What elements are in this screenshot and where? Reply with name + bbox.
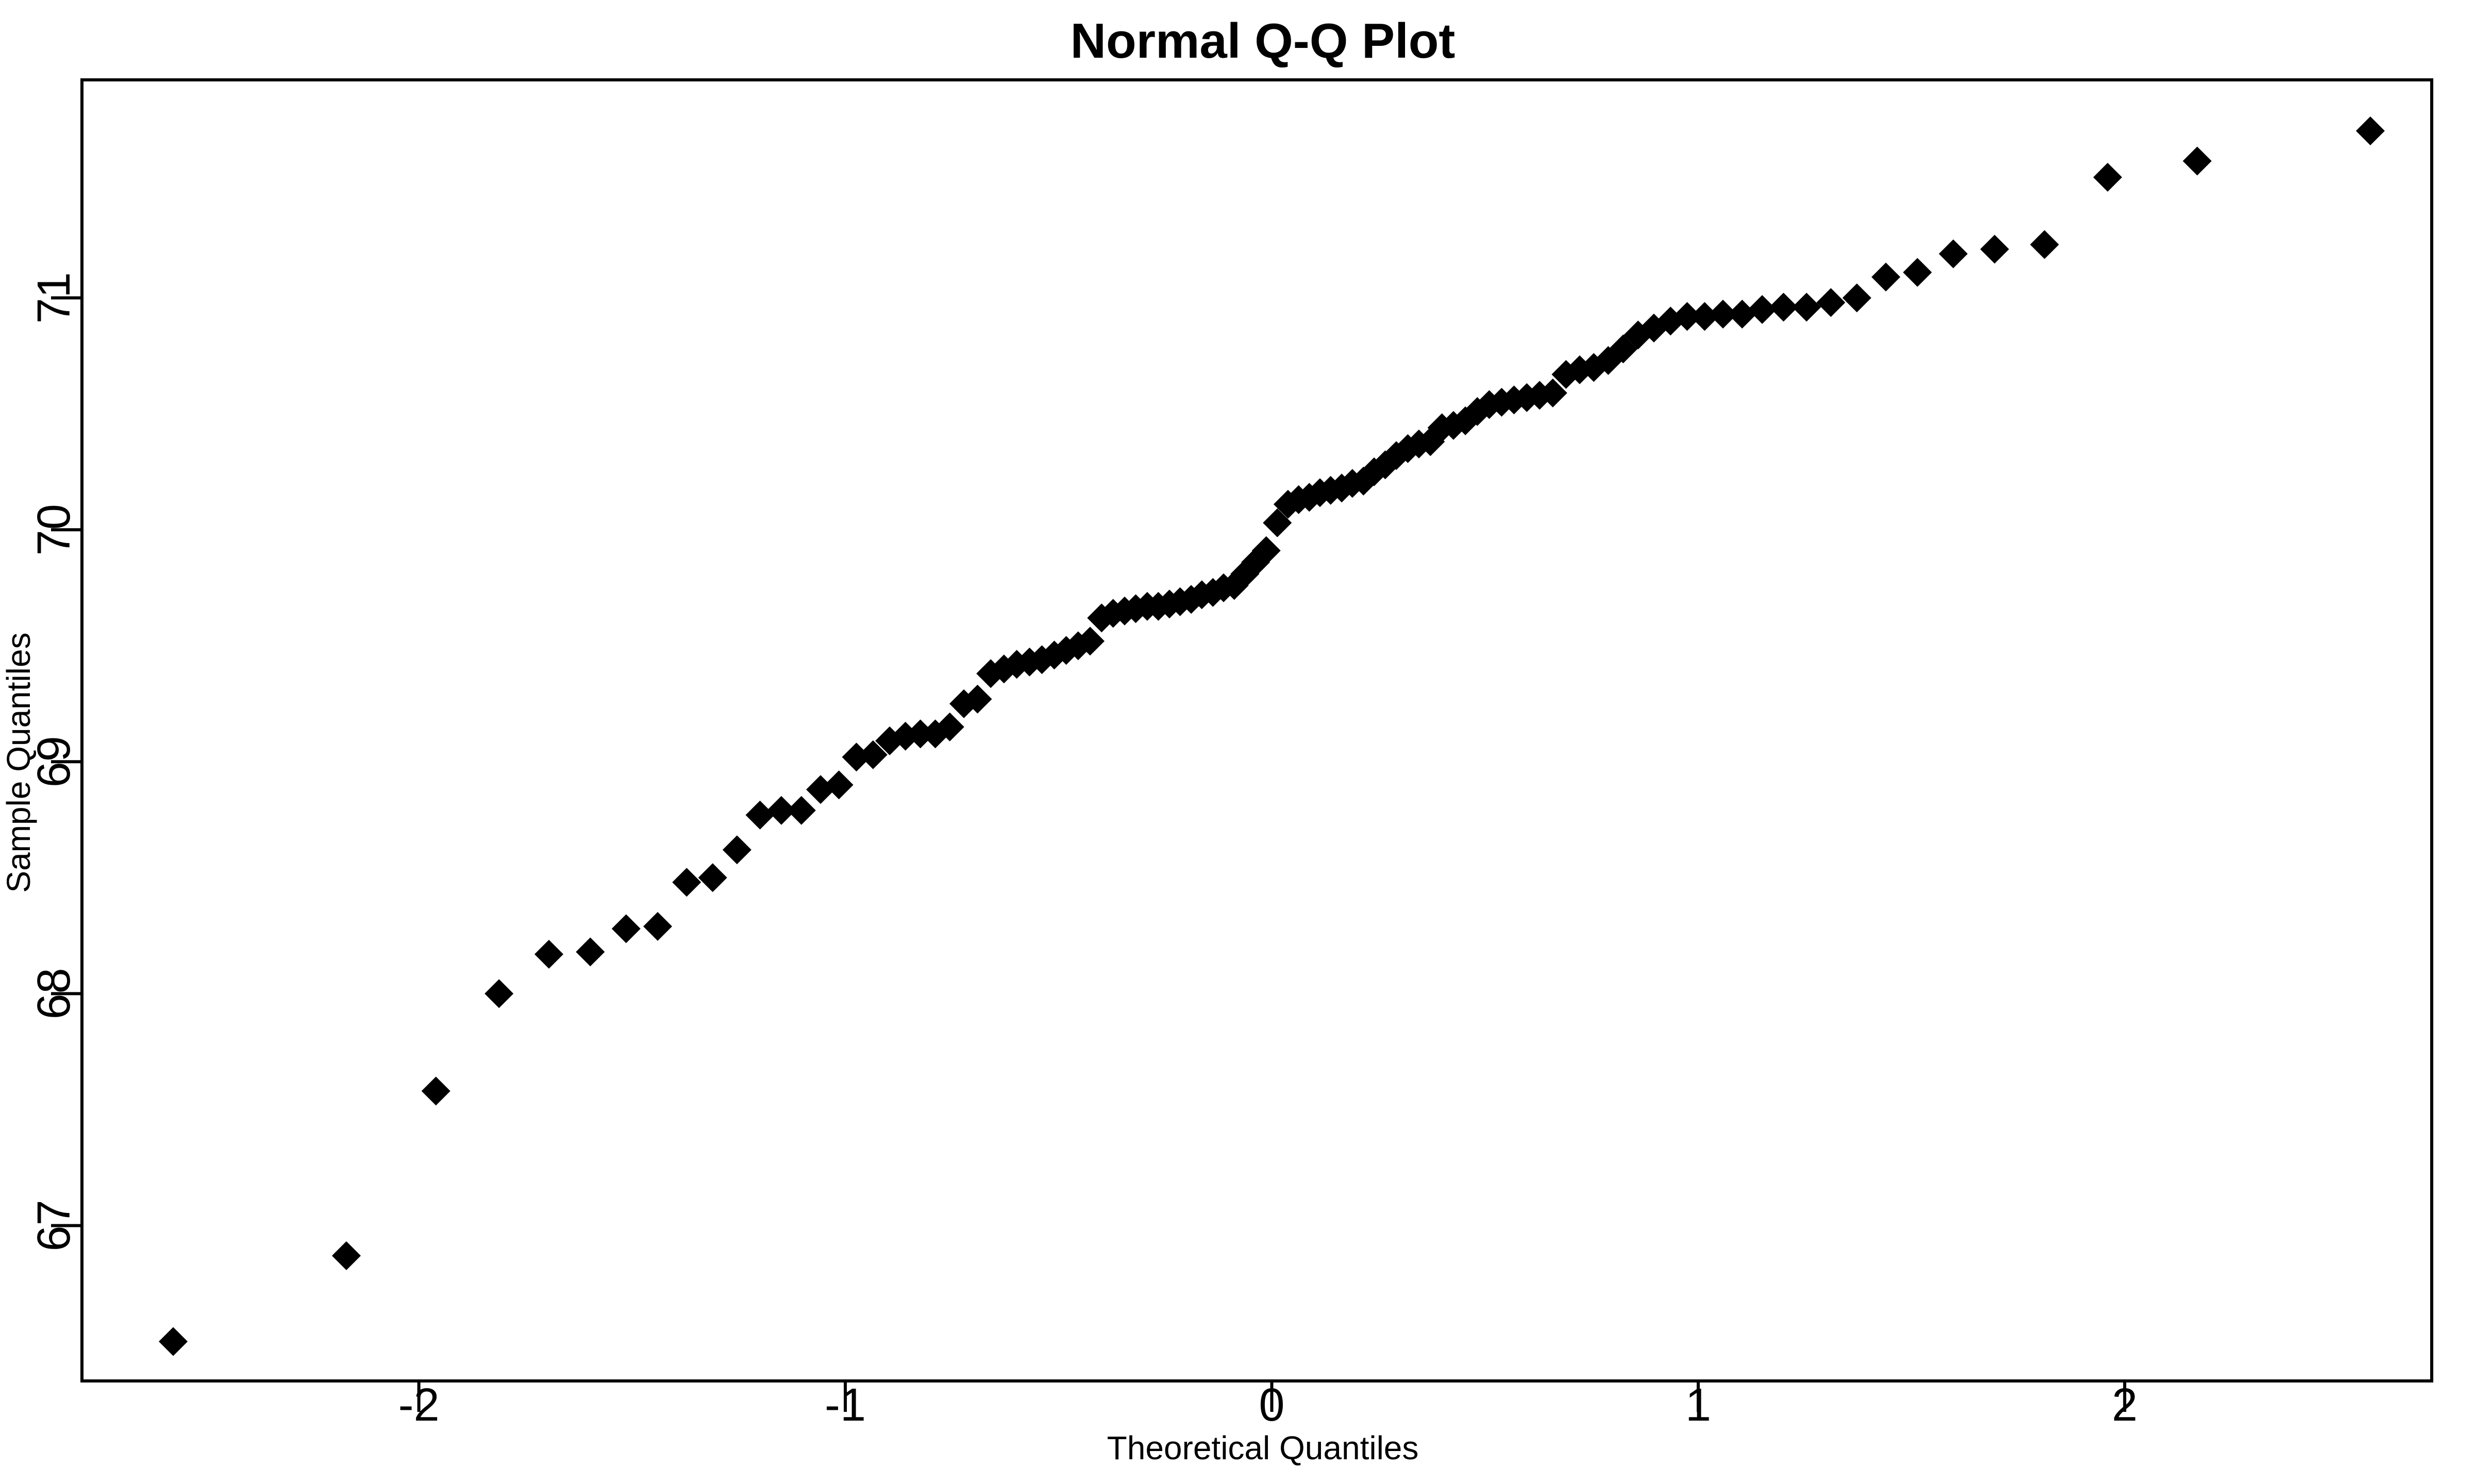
y-tick-label: 71 bbox=[28, 272, 80, 324]
plot-area-border bbox=[80, 78, 2433, 1382]
x-tick-label: 1 bbox=[1685, 1379, 1711, 1431]
y-tick-label: 70 bbox=[28, 504, 80, 555]
data-point bbox=[484, 979, 514, 1008]
data-point bbox=[672, 868, 701, 897]
data-point bbox=[2093, 163, 2122, 192]
data-point bbox=[1747, 295, 1777, 324]
data-point bbox=[906, 719, 935, 749]
x-tick-label: 0 bbox=[1259, 1379, 1284, 1431]
data-point bbox=[698, 863, 727, 892]
data-point bbox=[2030, 230, 2059, 259]
data-point bbox=[1251, 536, 1281, 565]
data-point bbox=[2355, 116, 2385, 146]
data-point bbox=[1903, 258, 1932, 287]
data-point bbox=[1673, 302, 1702, 331]
data-point bbox=[1871, 262, 1900, 292]
data-point bbox=[787, 796, 816, 825]
data-point bbox=[331, 1241, 361, 1270]
data-point bbox=[159, 1327, 188, 1356]
data-point bbox=[1842, 283, 1871, 313]
data-point bbox=[1816, 288, 1846, 317]
data-point bbox=[935, 712, 964, 741]
x-axis-label: Theoretical Quantiles bbox=[1107, 1429, 1419, 1466]
x-tick-label: -1 bbox=[825, 1379, 866, 1431]
data-point bbox=[1538, 378, 1567, 408]
data-point bbox=[1728, 299, 1757, 329]
data-point bbox=[1980, 234, 2009, 264]
y-tick-label: 68 bbox=[28, 968, 80, 1019]
data-point bbox=[1263, 508, 1292, 537]
x-axis: -2 -1 0 1 2 bbox=[398, 1379, 2138, 1431]
data-point bbox=[534, 939, 564, 969]
x-tick-label: 2 bbox=[2112, 1379, 2137, 1431]
y-axis: 67 68 69 70 71 bbox=[28, 272, 82, 1251]
y-tick-label: 67 bbox=[28, 1200, 80, 1251]
y-tick-label: 69 bbox=[28, 736, 80, 787]
data-point bbox=[766, 796, 796, 825]
data-point bbox=[1075, 627, 1105, 656]
data-point bbox=[963, 684, 992, 714]
data-point bbox=[1938, 239, 1968, 268]
data-point bbox=[824, 770, 854, 800]
data-point bbox=[745, 800, 775, 830]
data-point bbox=[858, 740, 888, 769]
data-point bbox=[2182, 146, 2212, 176]
data-point bbox=[643, 912, 672, 941]
data-point bbox=[1769, 293, 1798, 322]
data-point bbox=[421, 1076, 450, 1106]
data-point bbox=[611, 914, 641, 943]
y-axis-label: Sample Quantiles bbox=[0, 632, 37, 892]
x-tick-label: -2 bbox=[398, 1379, 440, 1431]
data-point bbox=[576, 937, 605, 967]
data-point bbox=[1708, 299, 1737, 329]
chart-title: Normal Q-Q Plot bbox=[1071, 13, 1456, 69]
data-point bbox=[722, 835, 751, 865]
data-point bbox=[1792, 293, 1821, 322]
data-point bbox=[1690, 302, 1719, 331]
data-points bbox=[159, 116, 2385, 1356]
